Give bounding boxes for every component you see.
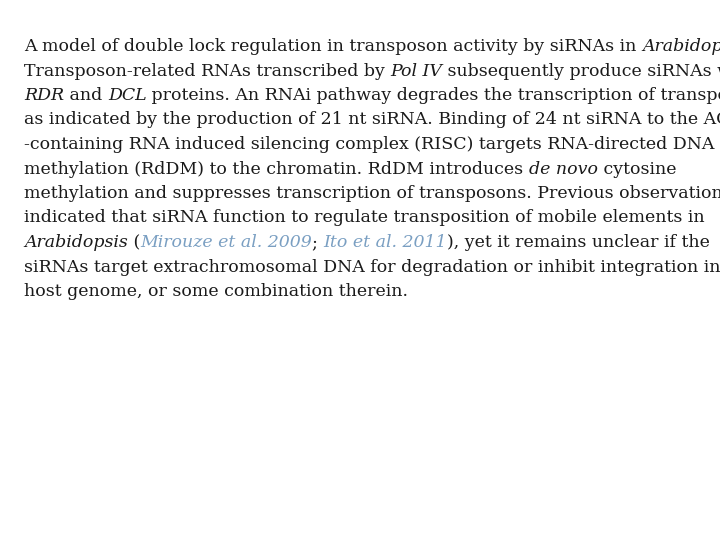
Text: RDR: RDR (24, 87, 64, 104)
Text: as indicated by the production of 21 nt siRNA. Binding of 24 nt siRNA to the AGO: as indicated by the production of 21 nt … (24, 111, 720, 129)
Text: ), yet it remains unclear if the: ), yet it remains unclear if the (446, 234, 709, 251)
Text: A model of double lock regulation in transposon activity by siRNAs in: A model of double lock regulation in tra… (24, 38, 642, 55)
Text: Transposon-related RNAs transcribed by: Transposon-related RNAs transcribed by (24, 63, 390, 79)
Text: proteins. An RNAi pathway degrades the transcription of transposons: proteins. An RNAi pathway degrades the t… (146, 87, 720, 104)
Text: Arabidopsis: Arabidopsis (642, 38, 720, 55)
Text: methylation (RdDM) to the chromatin. RdDM introduces: methylation (RdDM) to the chromatin. RdD… (24, 160, 528, 178)
Text: indicated that siRNA function to regulate transposition of mobile elements in: indicated that siRNA function to regulat… (24, 210, 705, 226)
Text: Pol IV: Pol IV (390, 63, 442, 79)
Text: cytosine: cytosine (598, 160, 676, 178)
Text: (: ( (127, 234, 140, 251)
Text: methylation and suppresses transcription of transposons. Previous observations: methylation and suppresses transcription… (24, 185, 720, 202)
Text: subsequently produce siRNAs with: subsequently produce siRNAs with (442, 63, 720, 79)
Text: siRNAs target extrachromosomal DNA for degradation or inhibit integration into t: siRNAs target extrachromosomal DNA for d… (24, 259, 720, 275)
Text: Mirouze et al. 2009: Mirouze et al. 2009 (140, 234, 312, 251)
Text: -containing RNA induced silencing complex (RISC) targets RNA-directed DNA: -containing RNA induced silencing comple… (24, 136, 714, 153)
Text: Ito et al. 2011: Ito et al. 2011 (323, 234, 446, 251)
Text: and: and (64, 87, 108, 104)
Text: de novo: de novo (528, 160, 598, 178)
Text: host genome, or some combination therein.: host genome, or some combination therein… (24, 283, 408, 300)
Text: DCL: DCL (108, 87, 146, 104)
Text: ;: ; (312, 234, 323, 251)
Text: Arabidopsis: Arabidopsis (24, 234, 127, 251)
